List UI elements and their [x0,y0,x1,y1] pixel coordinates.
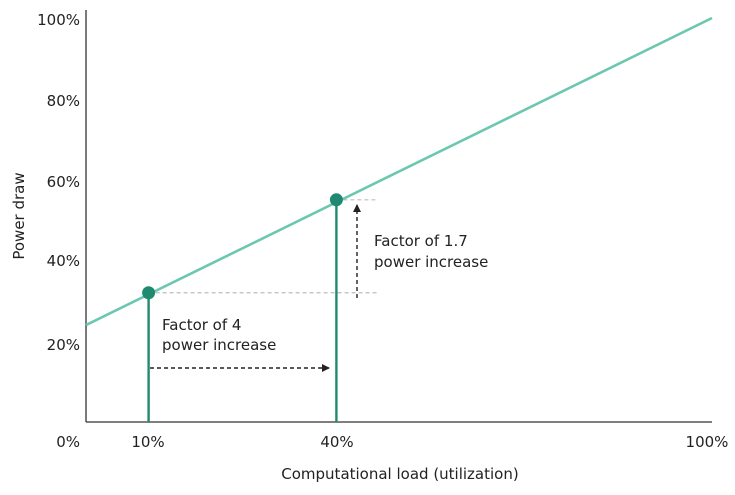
annotation-factor-4-line1: Factor of 4 [162,316,241,334]
y-tick-label: 0% [56,433,80,451]
annotation-factor-4-line2: power increase [162,336,276,354]
data-point-marker [142,286,156,300]
y-tick-label: 40% [47,252,80,270]
x-tick-label: 100% [686,433,729,451]
y-tick-label: 80% [47,92,80,110]
series-line [85,16,713,327]
x-tick-label: 10% [131,433,164,451]
annotation-factor-1-7-line1: Factor of 1.7 [374,232,468,250]
y-tick-label: 100% [37,11,80,29]
x-tick-label: 40% [320,433,353,451]
y-tick-label: 60% [47,173,80,191]
y-tick-label: 20% [47,336,80,354]
y-axis-title: Power draw [10,172,28,259]
annotation-factor-1-7-line2: power increase [374,253,488,271]
data-point-marker [329,193,343,207]
x-axis-title: Computational load (utilization) [281,465,518,483]
